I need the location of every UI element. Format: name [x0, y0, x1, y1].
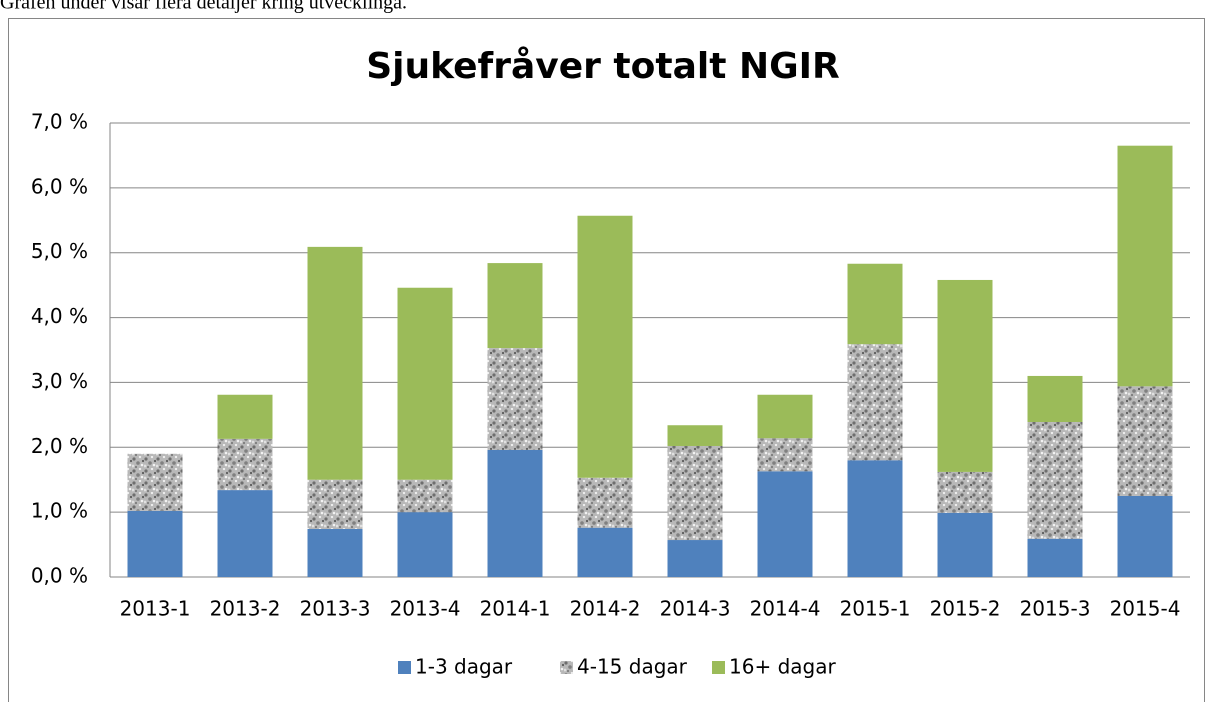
legend-label: 16+ dagar — [729, 655, 836, 679]
y-tick-label: 5,0 % — [31, 239, 88, 263]
x-tick-label: 2014-2 — [570, 597, 641, 621]
bar-segment — [307, 529, 363, 577]
bar-segment — [487, 348, 543, 450]
y-tick-label: 6,0 % — [31, 174, 88, 198]
intro-text: Grafen under visar flera detaljer kring … — [0, 0, 407, 14]
bar-segment — [1117, 386, 1173, 496]
bar-segment — [397, 287, 453, 480]
bar-segment — [1027, 538, 1083, 577]
bar-segment — [577, 477, 633, 528]
x-tick-label: 2015-4 — [1110, 597, 1181, 621]
y-tick-label: 0,0 % — [31, 564, 88, 588]
x-tick-label: 2014-1 — [480, 597, 551, 621]
bar-segment — [757, 471, 813, 577]
y-tick-label: 4,0 % — [31, 304, 88, 328]
bar-segment — [847, 263, 903, 345]
x-tick-label: 2014-4 — [750, 597, 821, 621]
bar-segment — [577, 527, 633, 577]
bar-segment — [757, 438, 813, 472]
bar-segment — [1117, 495, 1173, 577]
bar-segment — [847, 460, 903, 577]
bar-segment — [847, 344, 903, 461]
y-tick-label: 1,0 % — [31, 499, 88, 523]
bar-segment — [937, 471, 993, 513]
x-tick-label: 2013-1 — [120, 597, 191, 621]
x-tick-label: 2013-2 — [210, 597, 281, 621]
bar-segment — [1027, 421, 1083, 539]
x-tick-label: 2015-2 — [930, 597, 1001, 621]
bar-segment — [757, 394, 813, 439]
bar-segment — [937, 279, 993, 472]
legend-label: 4-15 dagar — [577, 655, 688, 679]
bar-segment — [487, 449, 543, 577]
y-tick-label: 3,0 % — [31, 369, 88, 393]
bar-segment — [307, 479, 363, 530]
chart-title: Sjukefråver totalt NGIR — [366, 46, 839, 87]
x-tick-label: 2015-1 — [840, 597, 911, 621]
bar-segment — [127, 453, 183, 511]
x-tick-label: 2014-3 — [660, 597, 731, 621]
bar-segment — [1027, 375, 1083, 422]
bar-segment — [667, 445, 723, 541]
y-tick-label: 2,0 % — [31, 434, 88, 458]
bar-segment — [127, 510, 183, 577]
bar-segment — [487, 263, 543, 349]
bar-segment — [937, 512, 993, 577]
legend-swatch — [398, 661, 411, 674]
bar-segment — [307, 246, 363, 480]
x-tick-label: 2013-3 — [300, 597, 371, 621]
bar-segment — [217, 394, 273, 439]
bar-segment — [667, 540, 723, 577]
bar-segment — [397, 479, 453, 513]
bar-segment — [1117, 145, 1173, 387]
legend-swatch — [712, 661, 725, 674]
x-tick-label: 2013-4 — [390, 597, 461, 621]
bar-segment — [667, 425, 723, 446]
y-tick-label: 7,0 % — [31, 110, 88, 134]
bar-segment — [217, 438, 273, 491]
chart-frame — [8, 18, 1205, 702]
bar-segment — [577, 215, 633, 478]
bar-segment — [397, 512, 453, 577]
legend-swatch — [560, 661, 573, 674]
x-tick-label: 2015-3 — [1020, 597, 1091, 621]
legend-label: 1-3 dagar — [415, 655, 513, 679]
bar-segment — [217, 490, 273, 577]
